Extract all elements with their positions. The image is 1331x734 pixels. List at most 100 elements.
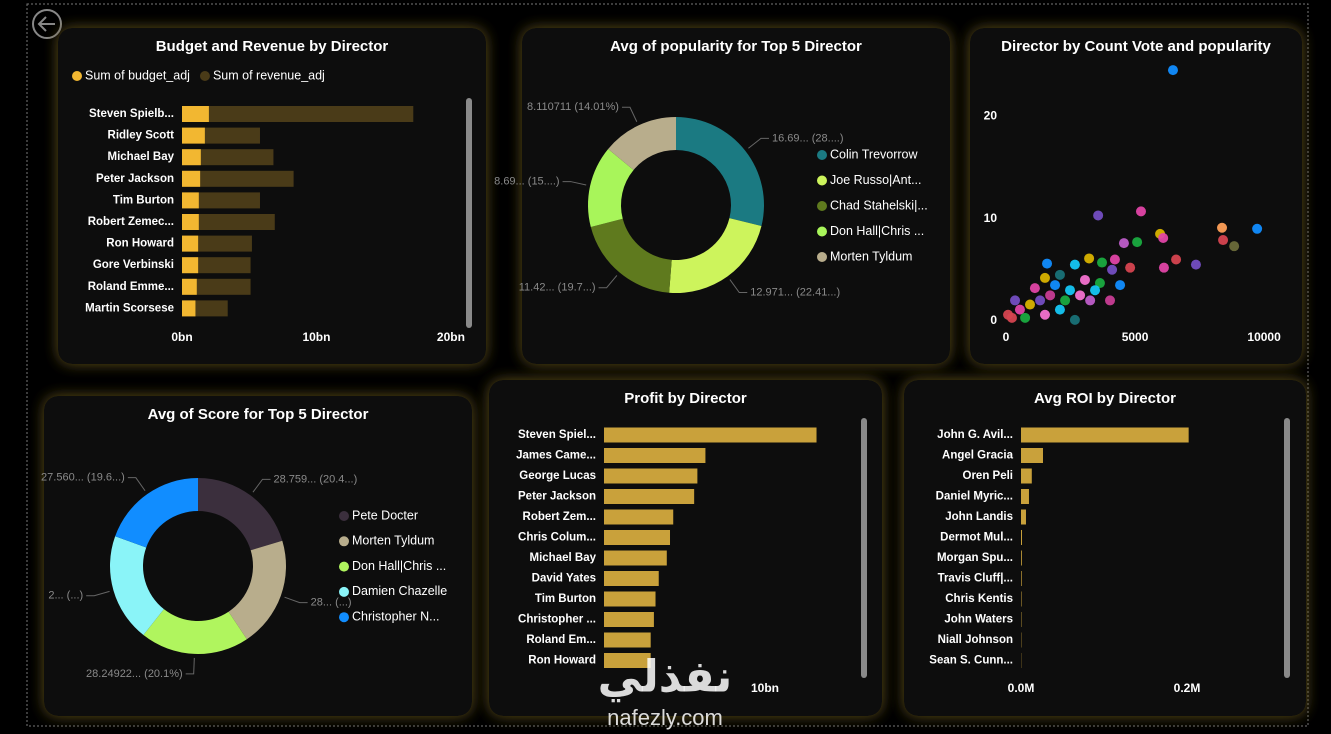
bar xyxy=(604,468,698,484)
bar xyxy=(1021,530,1022,545)
bar xyxy=(182,235,252,252)
bar xyxy=(182,214,199,230)
donut-slice xyxy=(590,218,672,293)
y-tick-label: Daniel Myric... xyxy=(936,491,1013,503)
data-label: 12.971... (22.41...) xyxy=(750,286,840,298)
leader-line xyxy=(621,106,638,122)
bar xyxy=(182,257,199,274)
bar xyxy=(182,278,197,295)
bar xyxy=(182,106,209,122)
bar xyxy=(604,632,651,648)
leader-line xyxy=(748,137,769,149)
y-tick-label: Steven Spiel... xyxy=(518,429,596,441)
bar xyxy=(1021,509,1026,525)
bar xyxy=(182,127,205,144)
donut-slice xyxy=(588,148,634,228)
x-tick-label: 10bn xyxy=(302,330,330,344)
y-tick-label: Chris Kentis xyxy=(945,593,1013,605)
legend-label: Sum of revenue_adj xyxy=(213,68,325,82)
bar xyxy=(1021,468,1032,484)
y-tick-label: 20 xyxy=(984,108,998,122)
bar xyxy=(604,448,706,463)
bar xyxy=(182,257,251,274)
scatter-point xyxy=(1045,290,1056,301)
leader-line xyxy=(729,279,748,294)
y-tick-label: Gore Verbinski xyxy=(93,259,174,271)
scatter-point xyxy=(1054,304,1065,315)
x-tick-label: 20bn xyxy=(437,330,465,344)
leader-line xyxy=(562,181,587,186)
legend-label: Damien Chazelle xyxy=(352,584,447,598)
scatter-point xyxy=(1252,223,1263,234)
y-tick-label: Peter Jackson xyxy=(96,173,174,185)
leader-line xyxy=(86,590,110,597)
y-tick-label: Morgan Spu... xyxy=(937,552,1013,564)
y-tick-label: Sean S. Cunn... xyxy=(929,655,1013,667)
chart-title: Budget and Revenue by Director xyxy=(156,38,389,55)
scatter-point xyxy=(1079,274,1090,285)
scatter-point xyxy=(1035,295,1046,306)
scatter-point xyxy=(1107,264,1118,275)
bar xyxy=(182,170,294,187)
leader-line xyxy=(284,596,308,604)
content: Budget and Revenue by Director Steven Spi… xyxy=(41,38,1281,695)
legend-label: Chad Stahelski|... xyxy=(830,198,928,212)
legend-label: Morten Tyldum xyxy=(830,249,912,263)
y-tick-label: Oren Peli xyxy=(963,470,1014,482)
scatter-point xyxy=(1003,309,1014,320)
bar xyxy=(182,149,201,166)
y-tick-label: John G. Avil... xyxy=(937,429,1013,441)
scatter-point xyxy=(1075,290,1086,301)
donut-slice xyxy=(228,540,286,640)
y-tick-label: Steven Spielb... xyxy=(89,108,174,120)
leader-line xyxy=(127,477,146,492)
x-tick-label: 5000 xyxy=(1122,330,1149,344)
leader-line xyxy=(185,657,195,675)
y-tick-label: Ridley Scott xyxy=(108,130,175,142)
y-tick-label: Travis Cluff|... xyxy=(938,573,1013,585)
back-button[interactable] xyxy=(32,9,62,39)
back-arrow[interactable] xyxy=(37,16,55,32)
scatter-point xyxy=(1217,222,1228,233)
scatter-point xyxy=(1039,272,1050,283)
legend-label: Colin Trevorrow xyxy=(830,147,918,161)
bar xyxy=(604,427,817,443)
donut-slice xyxy=(198,478,283,551)
bar xyxy=(604,612,654,627)
bar xyxy=(182,235,199,252)
y-tick-label: 10 xyxy=(984,211,998,225)
panel xyxy=(904,380,1306,716)
bar xyxy=(604,653,651,668)
scatter-point xyxy=(1115,280,1126,291)
scatter-point xyxy=(1084,253,1095,264)
scatter-point xyxy=(1093,210,1104,221)
scatter-point xyxy=(1229,241,1240,252)
scatter-point xyxy=(1171,254,1182,265)
bar xyxy=(604,571,659,586)
scatter-point xyxy=(1014,304,1025,315)
legend-marker xyxy=(817,226,827,237)
y-tick-label: Robert Zem... xyxy=(523,511,596,523)
bar xyxy=(604,591,656,607)
legend-marker xyxy=(72,71,82,81)
legend-marker xyxy=(339,511,349,521)
y-tick-label: Tim Burton xyxy=(535,593,596,605)
y-tick-label: Christopher ... xyxy=(518,614,596,626)
legend-label: Don Hall|Chris ... xyxy=(352,559,446,573)
legend-marker xyxy=(817,252,827,262)
scatter-point xyxy=(1069,314,1080,325)
y-tick-label: John Landis xyxy=(945,511,1013,523)
scatter-point xyxy=(1105,295,1116,306)
scatter-point xyxy=(1218,235,1229,246)
bar xyxy=(182,278,251,295)
donut-slice xyxy=(669,218,762,294)
donut-slice xyxy=(676,117,764,226)
legend-label: Morten Tyldum xyxy=(352,534,434,548)
y-tick-label: Robert Zemec... xyxy=(88,216,174,228)
scrollbar xyxy=(861,418,867,678)
bar xyxy=(182,170,201,187)
scatter-point xyxy=(1158,232,1169,243)
back-circle[interactable] xyxy=(32,9,62,39)
